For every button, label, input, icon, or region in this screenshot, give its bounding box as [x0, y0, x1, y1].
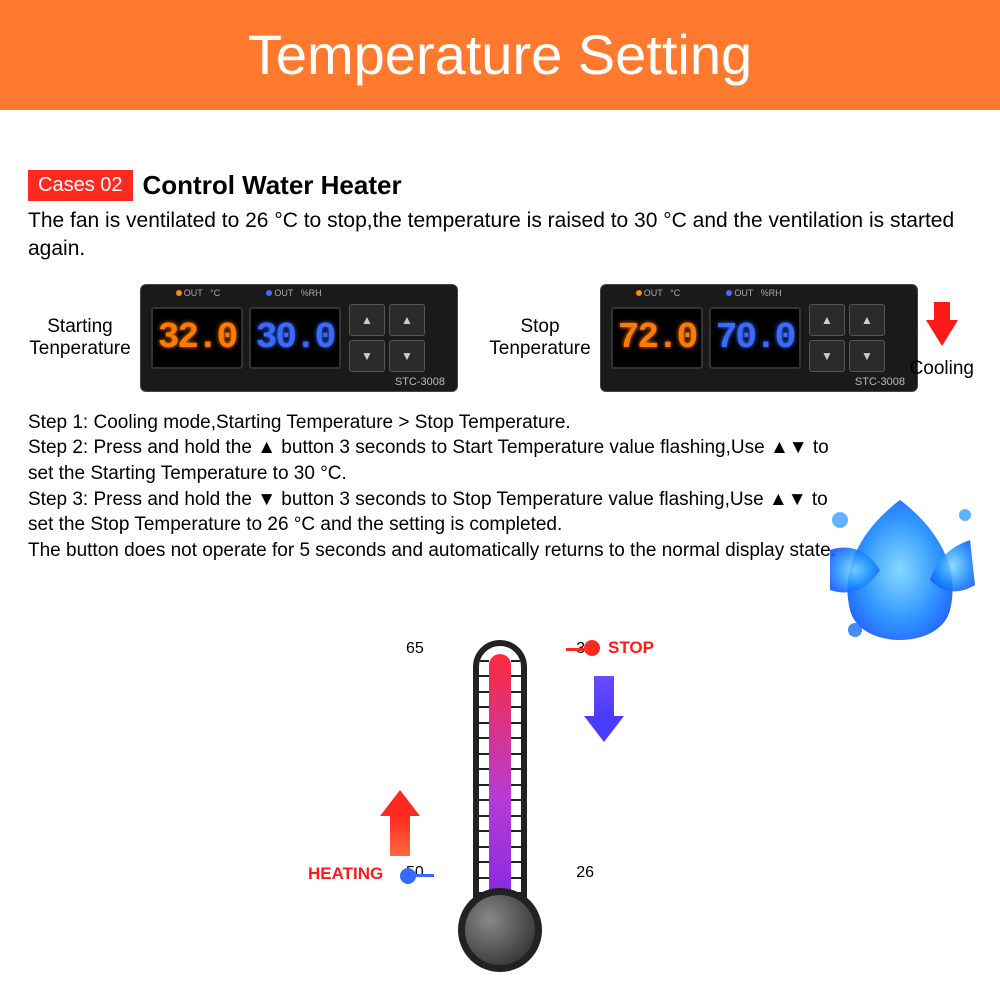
scale-left-top: 65 [406, 640, 424, 658]
device-right: OUT °C OUT %RH 72.0 70.0 ▲ ▲ ▼ ▼ STC-300… [600, 284, 918, 392]
step-2: Step 2: Press and hold the ▲ button 3 se… [28, 435, 848, 486]
device-btn-down1[interactable]: ▼ [349, 340, 385, 372]
step-1: Step 1: Cooling mode,Starting Temperatur… [28, 410, 848, 436]
step-3: Step 3: Press and hold the ▼ button 3 se… [28, 487, 848, 538]
cooling-label: Cooling [910, 358, 974, 380]
device-right-col: Stop Tenperature OUT °C OUT %RH 72.0 70.… [488, 284, 918, 392]
device-right-label: Stop Tenperature [488, 316, 592, 360]
cooling-indicator: Cooling [910, 320, 974, 380]
water-splash-icon [800, 470, 1000, 670]
case-row: Cases 02 Control Water Heater [28, 170, 972, 201]
device-btn-up1[interactable]: ▲ [809, 304, 845, 336]
device-btn-down1[interactable]: ▼ [809, 340, 845, 372]
down-triangle-icon: ▼ [257, 487, 276, 513]
scale-right-bottom: 26 [576, 864, 594, 882]
down-blue-arrow-icon [584, 676, 624, 742]
device-left-screen1: 32.0 [151, 307, 243, 369]
thermometer-diagram: 65 50 30 26 STOP HEATING [330, 640, 670, 972]
cooling-arrow-icon [926, 320, 958, 346]
device-btn-up1[interactable]: ▲ [349, 304, 385, 336]
case-description: The fan is ventilated to 26 °C to stop,t… [28, 207, 972, 264]
device-btn-down2[interactable]: ▼ [389, 340, 425, 372]
step-note: The button does not operate for 5 second… [28, 538, 848, 564]
heating-label: HEATING [308, 864, 383, 884]
device-left-screen2: 30.0 [249, 307, 341, 369]
thermometer-bulb [458, 888, 542, 972]
device-right-screen2: 70.0 [709, 307, 801, 369]
device-btn-up2[interactable]: ▲ [849, 304, 885, 336]
stop-pin-icon [570, 644, 600, 654]
device-btn-up2[interactable]: ▲ [389, 304, 425, 336]
stop-label: STOP [608, 638, 654, 658]
steps-block: Step 1: Cooling mode,Starting Temperatur… [28, 410, 848, 564]
device-left-label: Starting Tenperature [28, 316, 132, 360]
device-left: OUT °C OUT %RH 32.0 30.0 ▲ ▲ ▼ ▼ STC-300… [140, 284, 458, 392]
thermometer-stem [473, 640, 527, 900]
devices-row: Starting Tenperature OUT °C OUT %RH 32.0… [28, 284, 972, 392]
device-right-screen1: 72.0 [611, 307, 703, 369]
case-title: Control Water Heater [143, 170, 402, 201]
device-left-buttons: ▲ ▲ ▼ ▼ [349, 304, 425, 372]
device-left-col: Starting Tenperature OUT °C OUT %RH 32.0… [28, 284, 458, 392]
up-red-arrow-icon [380, 790, 420, 856]
device-right-buttons: ▲ ▲ ▼ ▼ [809, 304, 885, 372]
device-btn-down2[interactable]: ▼ [849, 340, 885, 372]
banner-title: Temperature Setting [0, 0, 1000, 110]
up-triangle-icon: ▲ [257, 435, 276, 461]
device-model: STC-3008 [395, 376, 445, 388]
device-model: STC-3008 [855, 376, 905, 388]
case-badge: Cases 02 [28, 170, 133, 201]
